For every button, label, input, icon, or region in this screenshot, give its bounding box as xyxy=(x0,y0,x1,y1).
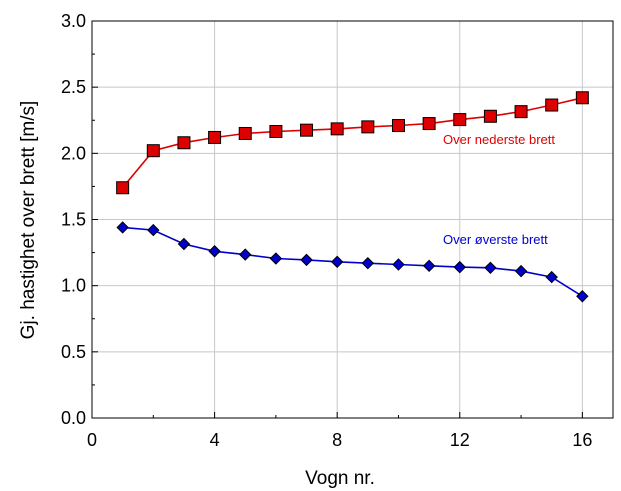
data-point xyxy=(361,256,375,270)
data-point xyxy=(576,290,589,303)
data-point xyxy=(146,144,160,158)
x-tick-label: 0 xyxy=(87,430,97,450)
series-1 xyxy=(116,91,589,195)
y-tick-label: 2.0 xyxy=(61,143,86,163)
data-point xyxy=(361,120,375,134)
series-label-over-overste-brett: Over øverste brett xyxy=(443,232,548,247)
data-point xyxy=(147,223,160,237)
data-point xyxy=(208,245,221,258)
data-point xyxy=(514,105,528,119)
data-point xyxy=(514,264,528,278)
axis-ticks: 0.0 0.5 1.0 1.5 2.0 2.5 3.0 0 4 8 12 16 xyxy=(61,11,592,450)
grid xyxy=(92,21,613,418)
data-point xyxy=(453,260,466,274)
data-point xyxy=(391,119,405,133)
data-point xyxy=(269,252,283,265)
y-tick-label: 0.5 xyxy=(61,342,86,362)
x-tick-label: 16 xyxy=(572,430,592,450)
series-line xyxy=(121,97,583,189)
y-tick-label: 2.5 xyxy=(61,77,86,97)
data-point xyxy=(208,130,222,144)
series-layer xyxy=(116,91,589,303)
data-point xyxy=(330,255,344,269)
data-point xyxy=(575,91,589,105)
y-tick-label: 3.0 xyxy=(61,11,86,31)
data-point xyxy=(545,270,558,284)
data-point xyxy=(453,113,467,127)
data-point xyxy=(300,253,313,267)
data-point xyxy=(116,181,130,195)
data-point xyxy=(269,124,283,138)
series-2 xyxy=(116,221,589,303)
data-point xyxy=(483,109,497,123)
data-point xyxy=(238,126,252,140)
data-point xyxy=(300,123,314,137)
data-point xyxy=(116,221,129,234)
y-tick-label: 1.5 xyxy=(61,210,86,230)
y-tick-label: 0.0 xyxy=(61,408,86,428)
data-point xyxy=(422,259,436,273)
series-label-over-nederste-brett: Over nederste brett xyxy=(443,132,555,147)
x-tick-label: 12 xyxy=(450,430,470,450)
series-line xyxy=(122,226,583,297)
x-tick-label: 8 xyxy=(332,430,342,450)
data-point xyxy=(545,98,559,112)
data-point xyxy=(177,136,191,150)
y-tick-label: 1.0 xyxy=(61,276,86,296)
data-point xyxy=(392,258,405,271)
y-axis-title: Gj. hastighet over brett [m/s] xyxy=(18,101,39,340)
data-point xyxy=(330,122,344,136)
data-point xyxy=(177,237,191,251)
data-point xyxy=(239,248,252,261)
data-point xyxy=(484,261,497,275)
x-axis-title: Vogn nr. xyxy=(305,468,375,489)
data-point xyxy=(422,117,436,131)
x-tick-label: 4 xyxy=(210,430,220,450)
